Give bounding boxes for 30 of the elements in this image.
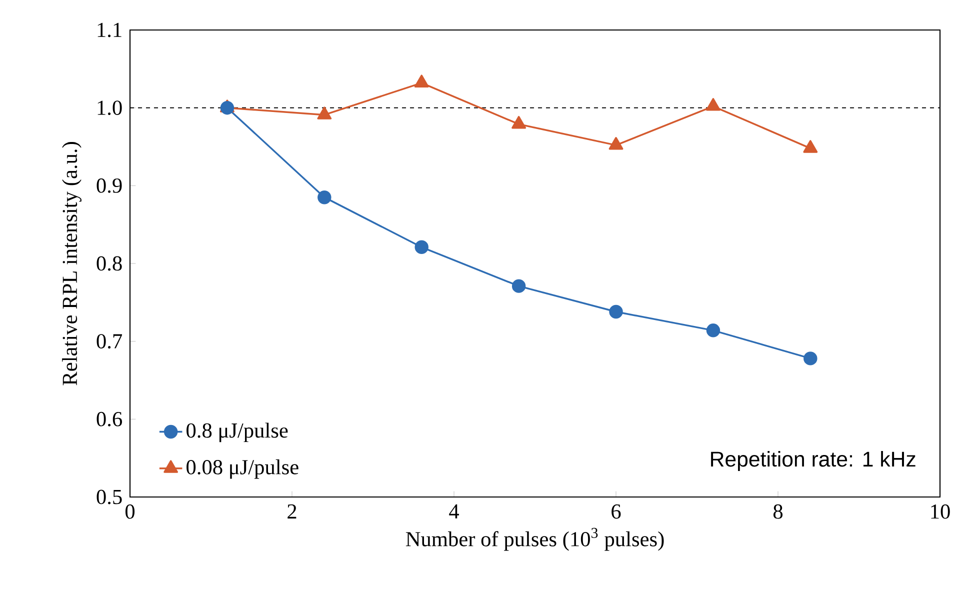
y-tick-label: 0.9 <box>96 178 122 193</box>
y-tick-label: 0.7 <box>96 334 122 349</box>
point <box>804 352 818 366</box>
legend-label: 0.08 μJ/pulse <box>186 459 298 479</box>
x-axis-title: Number of pulses (10$^{3}$ pulses) <box>406 528 664 551</box>
x-tick-label: 2 <box>288 504 296 518</box>
point <box>512 116 526 129</box>
point <box>803 140 818 153</box>
y-axis-title: Relative RPL intensity (a.u.) <box>62 142 82 386</box>
x-tick-label: 4 <box>449 504 459 518</box>
point <box>609 304 623 319</box>
point <box>414 240 428 254</box>
y-tick-label: 0.5 <box>96 490 122 504</box>
x-tick-label: 0 <box>125 504 135 519</box>
x-tick-label: 8 <box>773 504 783 519</box>
point <box>706 324 720 338</box>
y-tick-label: 1.0 <box>98 100 122 116</box>
x-tick-label: 6 <box>612 504 621 519</box>
x-tick-label: 10 <box>931 504 950 519</box>
point <box>706 98 720 111</box>
point <box>512 279 526 293</box>
y-tick-label: 0.8 <box>96 256 122 271</box>
y-tick-label: 1.1 <box>98 22 122 38</box>
point <box>317 106 332 120</box>
point <box>414 74 429 88</box>
annotation: Repetition rate: 1 kHz <box>711 451 916 471</box>
point <box>608 136 624 150</box>
y-tick-label: 0.6 <box>96 412 122 426</box>
legend-label: 0.8 μJ/pulse <box>186 422 288 442</box>
point <box>318 190 332 204</box>
